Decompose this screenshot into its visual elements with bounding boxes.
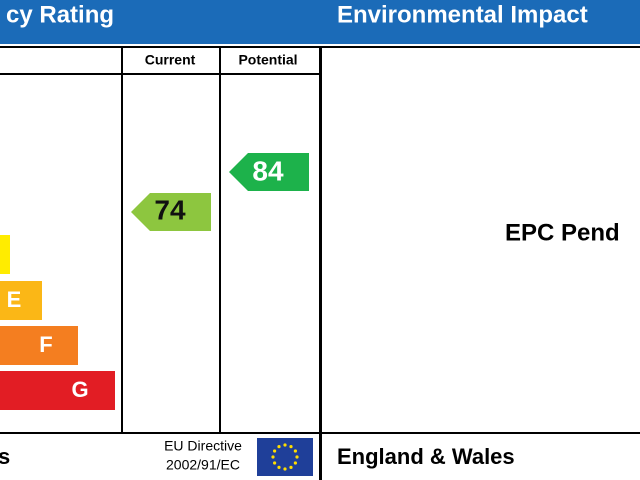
footer-right: England & Wales [337, 444, 515, 469]
star [273, 461, 277, 465]
band-g [0, 371, 115, 410]
right-title: Environmental Impact [337, 1, 588, 28]
band-f [0, 326, 78, 365]
left-title: cy Rating [6, 1, 114, 28]
potential-rating: 84 [252, 155, 284, 186]
eu-flag [257, 438, 313, 476]
band-letter: E [7, 287, 22, 312]
directive: 2002/91/EC [166, 457, 240, 473]
footer-left: s [0, 444, 10, 469]
star [277, 465, 281, 469]
directive: EU Directive [164, 438, 242, 454]
band-e [0, 281, 42, 320]
star [295, 455, 299, 459]
column-header: Potential [238, 52, 297, 68]
star [289, 465, 293, 469]
column-header: Current [145, 52, 196, 68]
right-frame [320, 46, 640, 480]
star [271, 455, 275, 459]
band-letter: F [39, 332, 52, 357]
star [293, 449, 297, 453]
star [289, 445, 293, 449]
band-letter: G [71, 377, 88, 402]
header-bar [0, 0, 640, 44]
potential-arrow [229, 153, 309, 191]
star [283, 443, 287, 447]
star [273, 449, 277, 453]
star [283, 467, 287, 471]
band-d [0, 235, 10, 274]
current-arrow [131, 193, 211, 231]
current-rating: 74 [154, 194, 186, 225]
epc-status: EPC Pend [505, 219, 620, 246]
star [293, 461, 297, 465]
star [277, 445, 281, 449]
